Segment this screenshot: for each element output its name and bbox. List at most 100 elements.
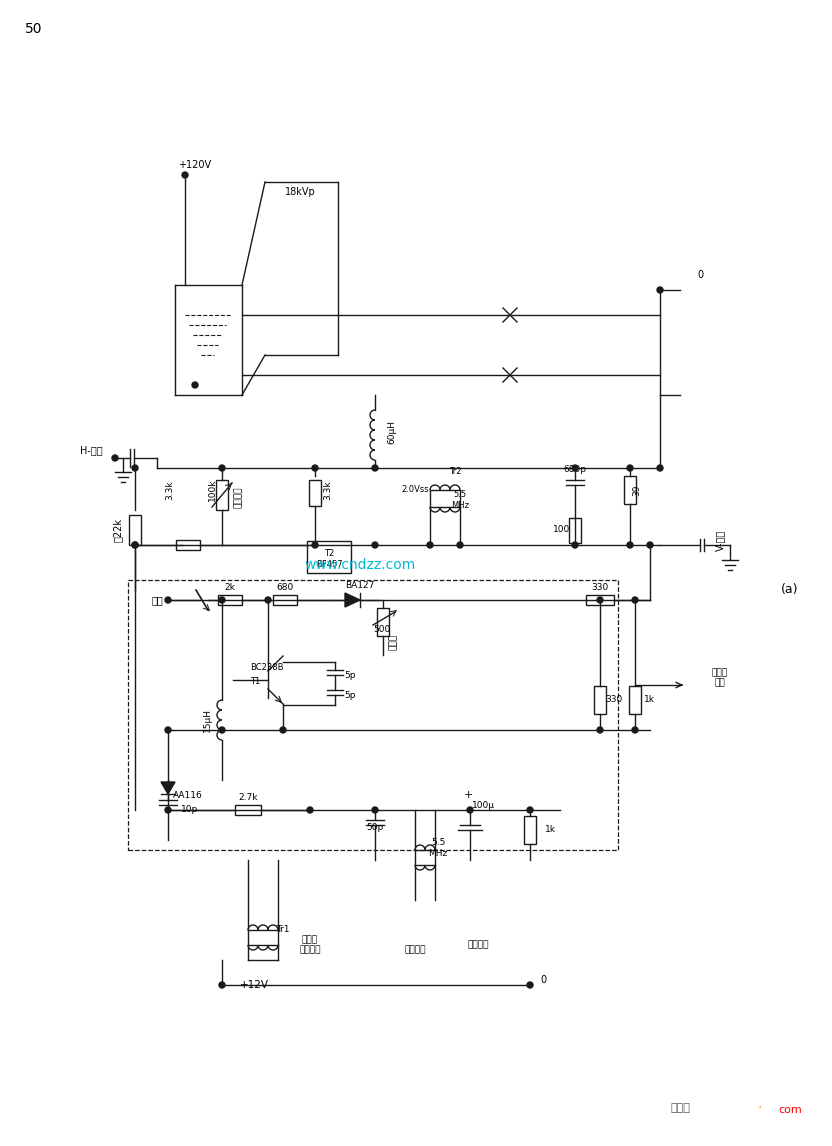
Circle shape bbox=[657, 286, 663, 293]
Text: 3.3k: 3.3k bbox=[165, 480, 174, 500]
Text: 对比度: 对比度 bbox=[389, 634, 398, 650]
Circle shape bbox=[219, 465, 225, 471]
Bar bbox=[128, 580, 618, 850]
Circle shape bbox=[192, 382, 198, 388]
Text: +120V: +120V bbox=[178, 160, 211, 170]
Text: +12V: +12V bbox=[240, 980, 269, 990]
Circle shape bbox=[597, 727, 603, 733]
Circle shape bbox=[165, 597, 171, 603]
Circle shape bbox=[132, 542, 138, 548]
Text: 60μH: 60μH bbox=[388, 419, 397, 444]
Bar bbox=[569, 518, 581, 542]
Text: 100: 100 bbox=[553, 526, 571, 534]
Text: 330: 330 bbox=[606, 696, 622, 705]
Text: 50p: 50p bbox=[366, 823, 384, 832]
Circle shape bbox=[627, 542, 633, 548]
Circle shape bbox=[265, 597, 271, 603]
Circle shape bbox=[527, 982, 533, 988]
Text: (a): (a) bbox=[781, 583, 799, 597]
Text: Tr1: Tr1 bbox=[276, 926, 290, 934]
Bar bbox=[307, 541, 351, 573]
Circle shape bbox=[527, 807, 533, 813]
Text: 330: 330 bbox=[592, 582, 609, 591]
Circle shape bbox=[219, 597, 225, 603]
Text: 3.3k: 3.3k bbox=[324, 480, 333, 500]
Text: 500: 500 bbox=[374, 626, 391, 635]
Bar bbox=[377, 609, 389, 636]
Text: 15μH: 15μH bbox=[202, 708, 211, 732]
Text: 接线图: 接线图 bbox=[670, 1102, 690, 1113]
Circle shape bbox=[427, 542, 433, 548]
Bar bbox=[235, 804, 261, 815]
Circle shape bbox=[307, 807, 313, 813]
Circle shape bbox=[632, 597, 638, 603]
Bar bbox=[624, 476, 636, 504]
Circle shape bbox=[657, 465, 663, 471]
Bar bbox=[216, 480, 228, 510]
Text: Tr2: Tr2 bbox=[448, 468, 461, 477]
Text: 5p: 5p bbox=[344, 670, 356, 680]
Text: 10p: 10p bbox=[181, 806, 199, 815]
Text: 约22k: 约22k bbox=[113, 518, 123, 542]
Bar bbox=[586, 595, 614, 605]
Circle shape bbox=[312, 542, 318, 548]
Text: H-消隐: H-消隐 bbox=[80, 445, 102, 455]
Text: com: com bbox=[778, 1105, 802, 1115]
Text: 视频二
中级放大: 视频二 中级放大 bbox=[300, 935, 321, 955]
Text: 2k: 2k bbox=[225, 582, 235, 591]
Text: T2
BF457: T2 BF457 bbox=[315, 549, 342, 568]
Text: T1: T1 bbox=[250, 677, 260, 686]
Bar bbox=[309, 480, 321, 507]
Text: 最小亮度: 最小亮度 bbox=[234, 486, 242, 508]
Bar bbox=[594, 686, 606, 714]
Text: 1k: 1k bbox=[643, 696, 655, 705]
Polygon shape bbox=[345, 592, 360, 607]
Text: 2.7k: 2.7k bbox=[238, 793, 258, 801]
Text: 100μ: 100μ bbox=[472, 801, 494, 810]
Bar bbox=[218, 595, 242, 605]
Text: 680p: 680p bbox=[563, 465, 587, 474]
Bar bbox=[176, 540, 200, 550]
Text: 0: 0 bbox=[697, 270, 703, 280]
Circle shape bbox=[627, 465, 633, 471]
Polygon shape bbox=[161, 782, 175, 794]
Text: 亮度: 亮度 bbox=[151, 595, 163, 605]
Circle shape bbox=[132, 465, 138, 471]
Circle shape bbox=[182, 172, 188, 178]
Bar bbox=[524, 816, 536, 843]
Text: BC238B: BC238B bbox=[250, 664, 284, 673]
Text: 5.5
MHz: 5.5 MHz bbox=[428, 839, 448, 857]
Circle shape bbox=[165, 807, 171, 813]
Text: www.cndzz.com: www.cndzz.com bbox=[305, 558, 416, 572]
Circle shape bbox=[165, 727, 171, 733]
Text: 至视频
末级: 至视频 末级 bbox=[712, 668, 728, 688]
Text: 39: 39 bbox=[632, 485, 641, 496]
Text: 50: 50 bbox=[25, 22, 42, 36]
Text: 100k: 100k bbox=[207, 479, 216, 501]
Text: 1k: 1k bbox=[545, 825, 556, 834]
Text: BA127: BA127 bbox=[345, 581, 374, 590]
Circle shape bbox=[597, 597, 603, 603]
Text: 5p: 5p bbox=[344, 691, 356, 699]
Bar bbox=[129, 515, 141, 545]
Circle shape bbox=[372, 542, 378, 548]
Text: 5.5
MHz: 5.5 MHz bbox=[451, 490, 469, 510]
Text: 末级放大: 末级放大 bbox=[404, 945, 426, 955]
Circle shape bbox=[280, 727, 286, 733]
Text: 0: 0 bbox=[540, 975, 546, 986]
Text: 18kVp: 18kVp bbox=[285, 187, 315, 197]
Text: +: + bbox=[463, 790, 473, 800]
Circle shape bbox=[372, 807, 378, 813]
Text: V-消隐: V-消隐 bbox=[715, 529, 725, 550]
Text: 声音中频: 声音中频 bbox=[468, 941, 488, 950]
Text: 680: 680 bbox=[276, 582, 294, 591]
Circle shape bbox=[572, 542, 578, 548]
Circle shape bbox=[632, 727, 638, 733]
Circle shape bbox=[572, 465, 578, 471]
Circle shape bbox=[647, 542, 653, 548]
Text: ·: · bbox=[758, 1101, 762, 1115]
Text: AA116: AA116 bbox=[173, 791, 203, 800]
Circle shape bbox=[312, 465, 318, 471]
Circle shape bbox=[112, 455, 118, 461]
Circle shape bbox=[467, 807, 473, 813]
